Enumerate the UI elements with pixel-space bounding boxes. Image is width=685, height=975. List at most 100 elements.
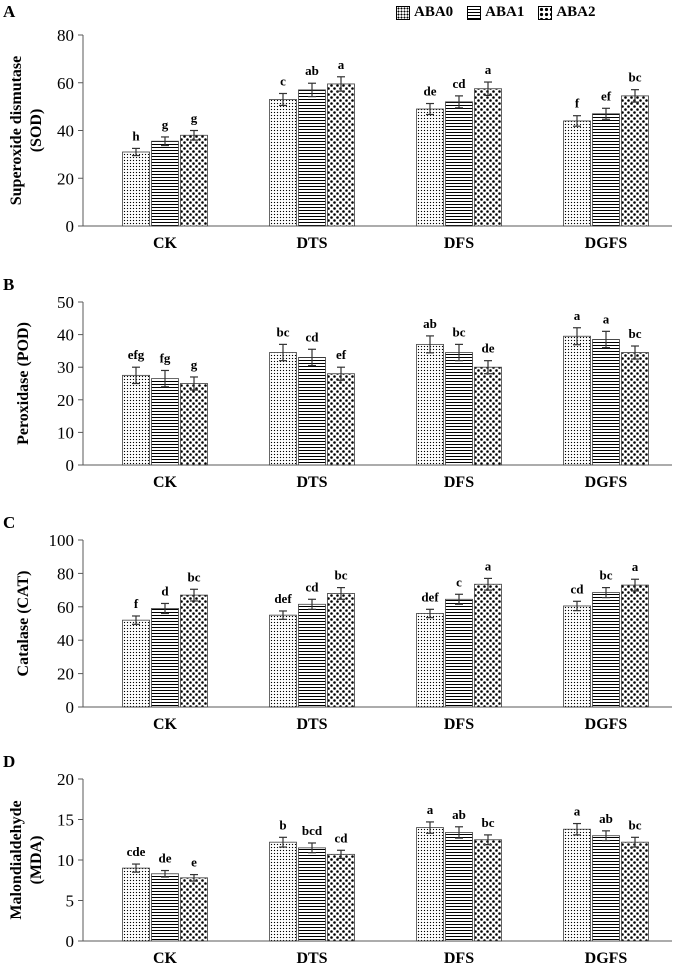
bar-aba0-dots — [269, 841, 297, 942]
significance-letter: def — [421, 589, 439, 604]
legend-label: ABA2 — [556, 4, 596, 20]
y-tick-label: 80 — [57, 26, 74, 45]
chart-panel-b: B 0 10 20 30 40 50 Peroxidase (POD) CK DTS DFS DGFS… — [3, 275, 672, 491]
x-category-label: DGFS — [585, 474, 628, 491]
y-tick-label: 5 — [66, 892, 75, 911]
significance-letter: cd — [335, 830, 349, 845]
significance-letter: ab — [452, 807, 466, 822]
significance-letter: ef — [336, 347, 347, 362]
y-axis-title: Malondialdehyde — [8, 800, 25, 919]
significance-letter: cde — [127, 844, 146, 859]
legend-swatch-dots-icon — [396, 5, 410, 20]
legend-label: ABA1 — [485, 4, 525, 20]
significance-letter: bc — [629, 326, 642, 341]
bar-aba1-lines — [445, 352, 473, 466]
bar-aba0-dots — [416, 827, 444, 942]
y-axis-title: Superoxide dismutase — [8, 56, 25, 206]
significance-letter: ab — [423, 316, 437, 331]
bar-aba2-bigdots — [474, 839, 502, 942]
significance-letter: b — [279, 817, 286, 832]
y-tick-label: 20 — [57, 169, 74, 188]
significance-letter: de — [424, 84, 437, 99]
y-tick-label: 0 — [66, 217, 75, 236]
chart-panel-a: A 0 20 40 60 80 Superoxide dismutase (SOD) CK DTS… — [3, 2, 672, 252]
bar-aba2-bigdots — [180, 877, 208, 942]
significance-letter: ab — [599, 811, 613, 826]
bar-aba2-bigdots — [474, 583, 502, 708]
bar-aba2-bigdots — [180, 594, 208, 708]
significance-letter: a — [485, 62, 492, 77]
panel-label: B — [3, 275, 14, 294]
significance-letter: g — [191, 111, 198, 126]
legend: ABA0 ABA1 ABA2 — [396, 4, 596, 21]
y-tick-label: 80 — [57, 564, 74, 583]
significance-letter: bc — [482, 815, 495, 830]
significance-letter: bc — [277, 324, 290, 339]
significance-letter: e — [191, 855, 197, 870]
significance-letter: a — [574, 308, 581, 323]
legend-swatch-lines-icon — [467, 5, 482, 20]
bar-aba2-bigdots — [180, 383, 208, 466]
legend-label: ABA0 — [414, 4, 454, 20]
bar-aba1-lines — [445, 832, 473, 942]
bar-aba1-lines — [592, 113, 620, 227]
significance-letter: c — [280, 73, 286, 88]
bar-aba1-lines — [151, 873, 179, 942]
significance-letter: de — [482, 341, 495, 356]
significance-letter: a — [427, 802, 434, 817]
significance-letter: a — [603, 311, 610, 326]
y-tick-label: 10 — [57, 851, 74, 870]
y-axis-title: (MDA) — [28, 836, 45, 885]
bar-aba1-lines — [592, 835, 620, 942]
x-category-label: DTS — [296, 474, 327, 491]
bar-aba2-bigdots — [474, 88, 502, 227]
significance-letter: bc — [629, 70, 642, 85]
y-tick-label: 0 — [66, 456, 75, 475]
y-tick-label: 10 — [57, 423, 74, 442]
significance-letter: fg — [160, 350, 171, 365]
chart-panel-c: C 0 20 40 60 80 100 Catalase (CAT) CK DTS DFS DGFS f… — [3, 513, 672, 733]
bar-aba0-dots — [122, 619, 150, 708]
y-tick-label: 15 — [57, 811, 74, 830]
y-tick-label: 0 — [66, 932, 75, 951]
bar-aba1-lines — [298, 847, 326, 942]
significance-letter: d — [161, 583, 169, 598]
bar-aba2-bigdots — [327, 83, 355, 227]
significance-letter: bcd — [302, 823, 323, 838]
y-tick-label: 60 — [57, 74, 74, 93]
significance-letter: def — [274, 591, 292, 606]
panel-label: C — [3, 513, 15, 532]
significance-letter: ef — [601, 88, 612, 103]
bar-aba0-dots — [416, 613, 444, 708]
significance-letter: cd — [453, 76, 467, 91]
y-tick-label: 40 — [57, 326, 74, 345]
y-tick-label: 40 — [57, 631, 74, 650]
significance-letter: a — [338, 57, 345, 72]
y-tick-label: 40 — [57, 122, 74, 141]
significance-letter: efg — [128, 347, 145, 362]
bar-aba0-dots — [122, 867, 150, 942]
y-tick-label: 0 — [66, 698, 75, 717]
chart-panel-d: D 0 5 10 15 20 Malondialdehyde (MDA) CK DTS DFS DGF… — [3, 752, 672, 967]
legend-item-aba2: ABA2 — [538, 4, 596, 21]
bar-aba1-lines — [592, 592, 620, 708]
significance-letter: de — [159, 851, 172, 866]
bar-aba1-lines — [151, 140, 179, 227]
y-tick-label: 50 — [57, 293, 74, 312]
bar-aba1-lines — [298, 89, 326, 227]
y-tick-label: 20 — [57, 770, 74, 789]
significance-letter: g — [191, 357, 198, 372]
panel-label: D — [3, 752, 15, 771]
significance-letter: f — [575, 96, 580, 111]
significance-letter: cd — [306, 329, 320, 344]
y-axis-title: Peroxidase (POD) — [15, 322, 32, 445]
panel-label: A — [3, 2, 16, 21]
bar-aba0-dots — [563, 120, 591, 227]
bar-aba2-bigdots — [327, 373, 355, 466]
significance-letter: a — [485, 558, 492, 573]
bar-aba2-bigdots — [327, 853, 355, 942]
bar-aba0-dots — [563, 828, 591, 942]
bar-aba0-dots — [269, 352, 297, 466]
